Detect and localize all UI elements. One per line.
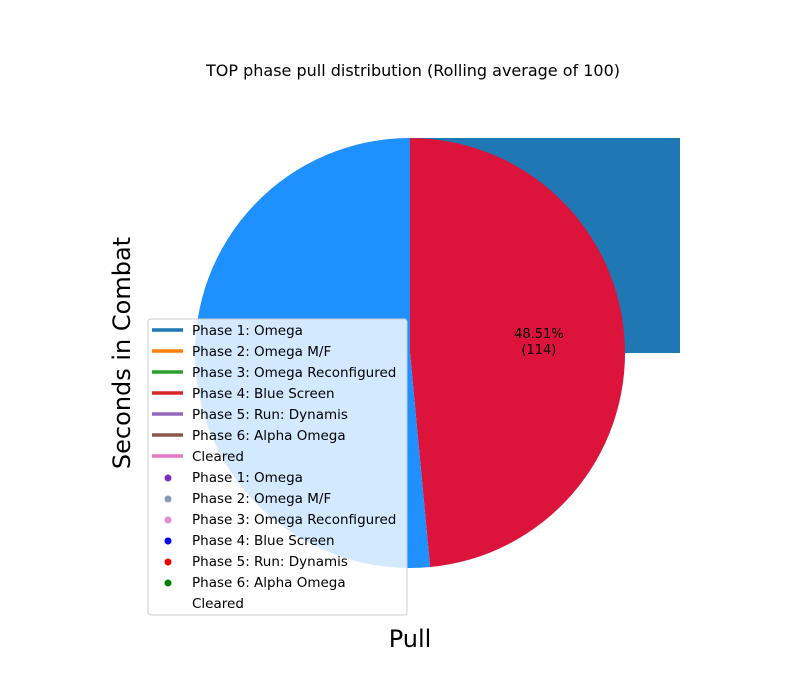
legend-label: Phase 2: Omega M/F bbox=[192, 491, 331, 507]
pie-labels: 48.51%(114) bbox=[514, 327, 564, 358]
legend-label: Cleared bbox=[192, 449, 244, 465]
legend-label: Cleared bbox=[192, 596, 244, 612]
legend-label: Phase 4: Blue Screen bbox=[192, 386, 335, 402]
legend-label: Phase 1: Omega bbox=[192, 470, 303, 486]
legend-label: Phase 5: Run: Dynamis bbox=[192, 554, 348, 570]
legend-marker-swatch bbox=[164, 579, 172, 587]
legend-marker-swatch bbox=[164, 558, 172, 566]
slice-percent-label: 48.51% bbox=[514, 327, 564, 342]
slice-count-label: (114) bbox=[521, 343, 556, 358]
pie-slice bbox=[410, 138, 625, 568]
legend-marker-swatch bbox=[164, 516, 172, 524]
legend-label: Phase 6: Alpha Omega bbox=[192, 575, 346, 591]
x-axis-label: Pull bbox=[389, 625, 432, 653]
legend-marker-swatch bbox=[164, 537, 172, 545]
legend-label: Phase 1: Omega bbox=[192, 323, 303, 339]
legend-marker-swatch bbox=[164, 474, 172, 482]
legend-marker-swatch bbox=[164, 495, 172, 503]
y-axis-label: Seconds in Combat bbox=[108, 237, 136, 469]
chart-title: TOP phase pull distribution (Rolling ave… bbox=[205, 61, 620, 80]
legend-label: Phase 3: Omega Reconfigured bbox=[192, 512, 396, 528]
legend-label: Phase 6: Alpha Omega bbox=[192, 428, 346, 444]
legend-label: Phase 5: Run: Dynamis bbox=[192, 407, 348, 423]
legend: Phase 1: Omega Phase 2: Omega M/F Phase 3:… bbox=[147, 318, 408, 616]
legend-frame bbox=[147, 318, 408, 616]
legend-label: Phase 4: Blue Screen bbox=[192, 533, 335, 549]
legend-label: Phase 2: Omega M/F bbox=[192, 344, 331, 360]
legend-entries: Phase 1: Omega Phase 2: Omega M/F Phase 3:… bbox=[152, 323, 396, 612]
legend-label: Phase 3: Omega Reconfigured bbox=[192, 365, 396, 381]
